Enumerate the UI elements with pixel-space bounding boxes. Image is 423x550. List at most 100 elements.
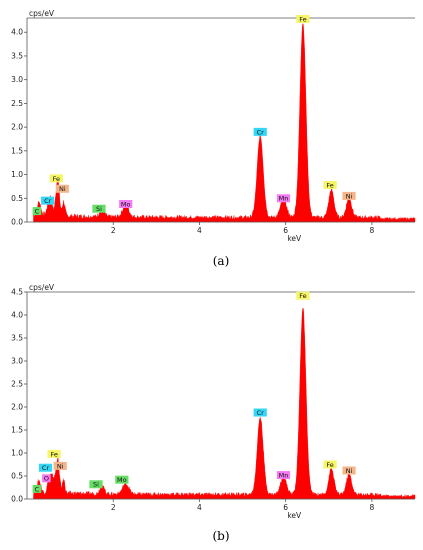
element-label-text: Ni: [57, 462, 64, 470]
element-peak-label: Fe: [296, 291, 310, 300]
x-tick-label: 8: [369, 226, 374, 235]
element-label-box: [323, 180, 337, 189]
y-tick-label: 4.0: [11, 28, 23, 37]
y-tick-label: 3.5: [11, 51, 23, 60]
element-label-text: Ni: [59, 185, 66, 193]
element-peak-label: Fe: [323, 180, 337, 189]
element-peak-label: Mo: [119, 199, 133, 208]
x-tick-label: 8: [369, 503, 374, 512]
element-label-box: [49, 174, 63, 183]
element-label-box: [42, 474, 51, 483]
element-peak-label: Ni: [53, 461, 67, 470]
element-label-text: Mo: [117, 476, 127, 484]
element-label-box: [115, 475, 129, 484]
y-tick-label: 1.0: [11, 449, 23, 458]
element-peak-label: Ni: [342, 466, 356, 475]
element-label-box: [323, 460, 337, 469]
eds-spectrum-panel: 0.0 0.5 1.0 1.5 2.0 2.5 3.0 3.5 4.0 2 4 6 8 cps/eV keV…: [11, 9, 416, 268]
element-label-box: [38, 463, 53, 472]
x-axis-label: keV: [287, 511, 302, 520]
element-label-text: C: [35, 485, 40, 493]
y-tick-label: 0.5: [11, 472, 23, 481]
element-label-text: Fe: [50, 450, 57, 458]
element-label-box: [55, 184, 69, 193]
element-label-box: [296, 291, 310, 300]
element-peak-label: Fe: [47, 449, 61, 458]
element-peak-label: Fe: [296, 14, 310, 23]
y-tick-label: 4.5: [11, 288, 23, 297]
y-tick-label: 0.0: [11, 495, 23, 504]
spectrum-series: [33, 23, 416, 223]
y-tick-label: 4.0: [11, 311, 23, 320]
element-label-box: [253, 408, 267, 417]
x-tick-label: 4: [197, 226, 202, 235]
element-label-text: Fe: [299, 292, 306, 300]
element-label-text: O: [44, 475, 49, 483]
spectrum-series: [33, 307, 416, 500]
element-peak-label: Ni: [55, 184, 69, 193]
element-label-text: Fe: [326, 181, 333, 189]
element-label-box: [89, 480, 103, 489]
element-label-text: Mo: [121, 200, 131, 208]
element-label-text: Ni: [346, 467, 353, 475]
element-label-text: Cr: [42, 464, 50, 472]
element-label-text: Mn: [279, 195, 289, 203]
element-label-box: [92, 204, 106, 213]
element-peak-label: Fe: [323, 460, 337, 469]
element-label-text: Cr: [257, 409, 265, 417]
element-label-box: [53, 461, 67, 470]
y-tick-label: 1.0: [11, 170, 23, 179]
element-label-text: Fe: [53, 175, 60, 183]
element-label-text: Si: [96, 205, 102, 213]
element-peak-label: Cr: [253, 127, 267, 136]
element-peak-label: Si: [89, 480, 103, 489]
y-tick-label: 2.0: [11, 403, 23, 412]
element-label-text: Si: [93, 481, 99, 489]
panel-label: (a): [213, 254, 230, 268]
element-peak-label: Ni: [342, 191, 356, 200]
element-label-box: [342, 191, 356, 200]
y-axis-label: cps/eV: [29, 283, 55, 292]
element-label-text: C: [35, 207, 40, 215]
element-label-text: Mn: [279, 471, 289, 479]
y-tick-label: 2.5: [11, 99, 23, 108]
element-peak-label: Fe: [49, 174, 63, 183]
element-label-box: [32, 484, 42, 493]
y-tick-label: 3.5: [11, 334, 23, 343]
element-label-box: [342, 466, 356, 475]
eds-spectrum-panel: 0.0 0.5 1.0 1.5 2.0 2.5 3.0 3.5 4.0 4.5 2 4 6 8 cps/eV…: [11, 283, 416, 543]
element-peak-label: Cr: [41, 196, 55, 205]
element-label-box: [47, 449, 61, 458]
y-tick-label: 1.5: [11, 146, 23, 155]
y-tick-label: 2.0: [11, 123, 23, 132]
element-label-box: [119, 199, 133, 208]
y-tick-label: 0.0: [11, 218, 23, 227]
element-label-text: Fe: [326, 461, 333, 469]
y-tick-label: 1.5: [11, 426, 23, 435]
element-label-box: [41, 196, 55, 205]
element-label-box: [276, 471, 291, 480]
element-peak-label: Cr: [253, 408, 267, 417]
element-peak-label: Si: [92, 204, 106, 213]
x-tick-label: 6: [283, 503, 288, 512]
x-axis-label: keV: [287, 234, 302, 243]
y-tick-label: 3.0: [11, 75, 23, 84]
element-peak-label: Mo: [115, 475, 129, 484]
element-peak-label: O: [42, 474, 51, 483]
x-tick-label: 2: [111, 226, 116, 235]
element-label-box: [276, 194, 291, 203]
element-peak-label: Mn: [276, 471, 291, 480]
element-label-box: [32, 207, 42, 216]
element-peak-label: C: [32, 484, 42, 493]
y-axis-label: cps/eV: [29, 9, 55, 18]
y-tick-label: 3.0: [11, 357, 23, 366]
element-label-box: [253, 127, 267, 136]
x-tick-label: 6: [283, 226, 288, 235]
element-peak-label: Cr: [38, 463, 53, 472]
y-tick-label: 2.5: [11, 380, 23, 389]
element-label-text: Fe: [299, 15, 306, 23]
element-label-box: [296, 14, 310, 23]
x-tick-label: 2: [111, 503, 116, 512]
element-label-text: Cr: [257, 128, 265, 136]
